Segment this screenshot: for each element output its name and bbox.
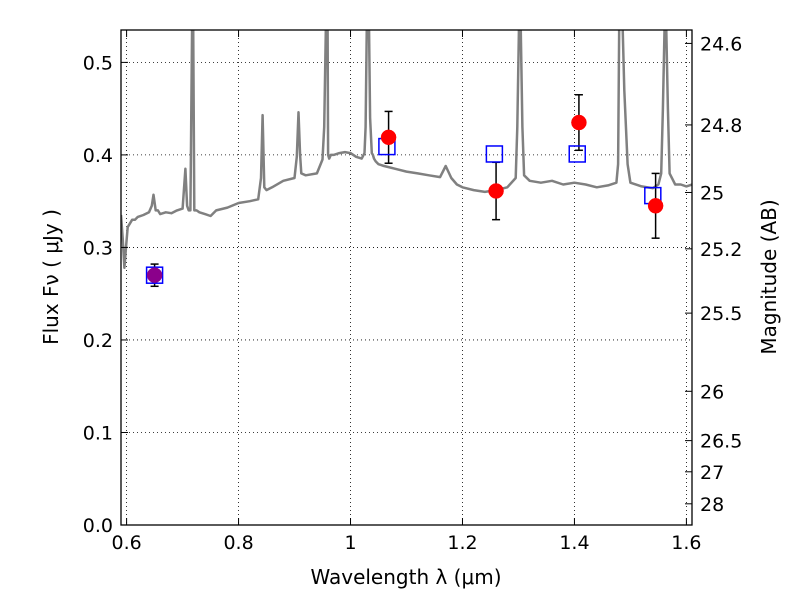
y2-tick-label: 27 [700, 462, 724, 484]
marker-layer [145, 114, 664, 284]
observed-point [146, 267, 163, 283]
y2-tick-label: 26.5 [700, 431, 742, 453]
x-tick-label: 1.2 [447, 532, 477, 554]
y2-tick-label: 28 [700, 494, 724, 516]
y-tick-label: 0.4 [83, 145, 113, 167]
y2-tick-label: 24.8 [700, 115, 742, 137]
y-axis-label: Flux Fν ( μJy ) [39, 209, 63, 345]
observed-point [647, 198, 664, 214]
x-tick-label: 1 [344, 532, 356, 554]
observed-point [571, 114, 587, 131]
y-tick-label: 0.2 [83, 330, 113, 352]
y2-tick-label: 25.2 [700, 239, 742, 261]
y2-tick-label: 26 [700, 381, 724, 403]
plot-background [121, 30, 692, 525]
y2-tick-label: 25.5 [700, 303, 742, 325]
x-tick-label: 0.6 [111, 532, 141, 554]
observed-point [380, 129, 397, 146]
y-tick-label: 0.1 [83, 422, 113, 444]
plot-frame [120, 29, 693, 526]
spectrum-layer [121, 30, 692, 270]
grid [121, 30, 692, 526]
tick-layer: 0.6 0.8 1 1.2 1.4 1.6 0.0 0.1 0.2 0.3 0.4 0.5 24.6 24… [83, 30, 742, 554]
x-tick-label: 1.6 [671, 532, 701, 554]
observed-point [488, 183, 504, 199]
spectrum-line [121, 30, 692, 270]
y2-tick-label: 24.6 [700, 33, 742, 55]
x-tick-label: 1.4 [559, 532, 589, 554]
model-point [485, 145, 504, 163]
y-tick-label: 0.5 [83, 52, 113, 74]
y2-tick-label: 25 [700, 182, 724, 204]
y-tick-label: 0.3 [83, 237, 113, 259]
model-point [145, 266, 164, 284]
y-tick-label: 0.0 [83, 515, 113, 537]
x-tick-label: 0.8 [223, 532, 253, 554]
model-point [568, 145, 586, 163]
y2-axis-label: Magnitude (AB) [757, 199, 781, 354]
x-axis-label: Wavelength λ (μm) [310, 565, 501, 589]
